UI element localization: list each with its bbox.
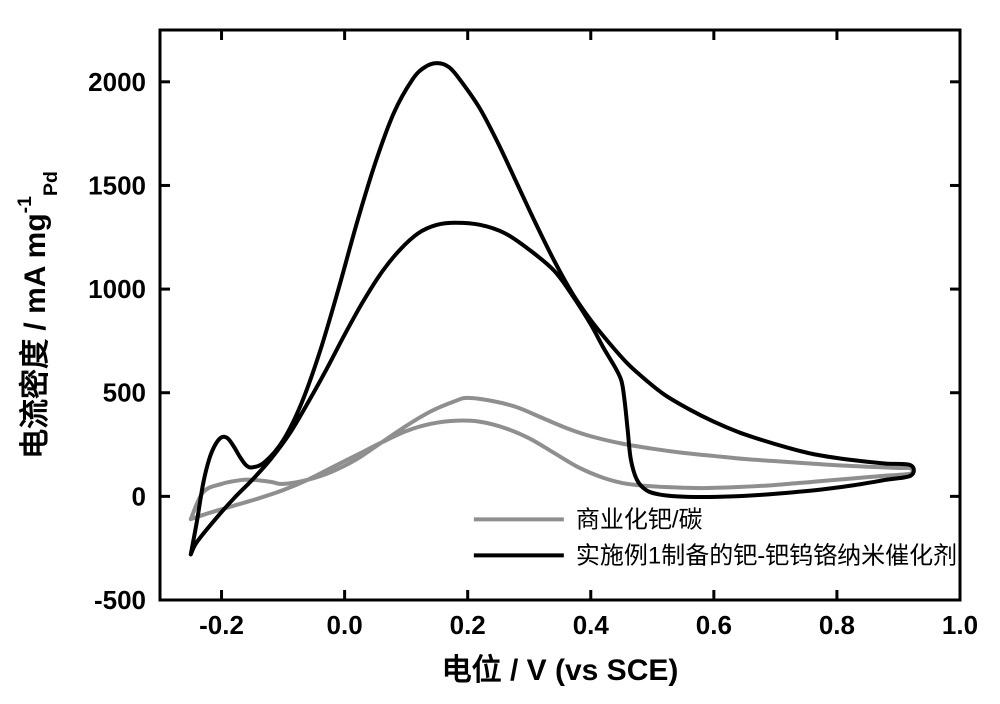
x-tick-label: 0.8 (819, 610, 855, 640)
x-axis-title: 电位 / V (vs SCE) (442, 653, 679, 687)
cv-chart: -0.2 0.0 0.2 0.4 0.6 0.8 1.0 -500 0 500 1000 1500 20… (0, 0, 1000, 704)
legend-label-example1: 实施例1制备的钯-钯钨铬纳米催化剂 (576, 542, 957, 569)
x-tick-label: 0.2 (450, 610, 486, 640)
chart-svg: -0.2 0.0 0.2 0.4 0.6 0.8 1.0 -500 0 500 1000 1500 20… (0, 0, 1000, 704)
y-tick-label: 2000 (88, 67, 146, 97)
y-tick-label: -500 (94, 585, 146, 615)
y-tick-label: 500 (103, 378, 146, 408)
y-tick-label: 1500 (88, 170, 146, 200)
x-tick-label: 0.4 (573, 610, 610, 640)
x-tick-label: -0.2 (199, 610, 244, 640)
y-tick-label: 0 (132, 481, 146, 511)
y-tick-label: 1000 (88, 274, 146, 304)
legend-label-commercial: 商业化钯/碳 (576, 506, 703, 533)
x-tick-label: 0.0 (327, 610, 363, 640)
x-tick-label: 1.0 (942, 610, 978, 640)
x-tick-label: 0.6 (696, 610, 732, 640)
